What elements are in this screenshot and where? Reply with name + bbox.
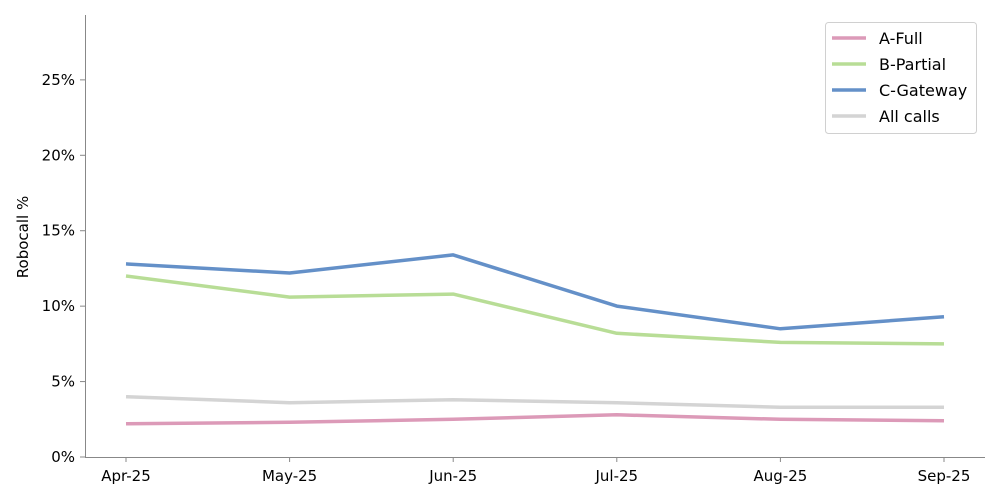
y-tick-label: 10%	[42, 297, 75, 315]
x-tick-label: Apr-25	[101, 467, 151, 485]
series-line-all-calls	[125, 394, 944, 409]
legend-box	[825, 22, 977, 134]
x-tick-label: Aug-25	[754, 467, 808, 485]
legend-label: B-Partial	[879, 55, 946, 74]
series-line-b-partial	[125, 274, 945, 346]
y-tick-label: 25%	[42, 71, 75, 89]
legend-label: C-Gateway	[879, 81, 967, 100]
x-tick-label: Jun-25	[428, 467, 477, 485]
legend-label: A-Full	[879, 29, 923, 48]
series-line-a-full	[125, 413, 945, 426]
legend-label: All calls	[879, 107, 940, 126]
y-tick-label: 5%	[51, 373, 75, 391]
y-axis-title: Robocall %	[14, 196, 32, 278]
y-tick-label: 0%	[51, 448, 75, 466]
series-lines	[125, 253, 945, 426]
x-axis: Apr-25 May-25 Jun-25 Jul-25 Aug-25 Sep-25	[85, 457, 985, 485]
x-tick-label: Jul-25	[594, 467, 638, 485]
y-tick-label: 15%	[42, 222, 75, 240]
x-tick-label: Sep-25	[918, 467, 971, 485]
x-tick-label: May-25	[262, 467, 317, 485]
series-line-c-gateway	[125, 253, 945, 331]
y-axis: 0% 5% 10% 15% 20% 25% Robocall %	[14, 15, 86, 466]
y-tick-label: 20%	[42, 146, 75, 164]
x-ticks: Apr-25 May-25 Jun-25 Jul-25 Aug-25 Sep-25	[101, 457, 971, 485]
legend: A-Full B-Partial C-Gateway All calls	[825, 22, 977, 134]
y-ticks: 0% 5% 10% 15% 20% 25%	[42, 71, 85, 466]
